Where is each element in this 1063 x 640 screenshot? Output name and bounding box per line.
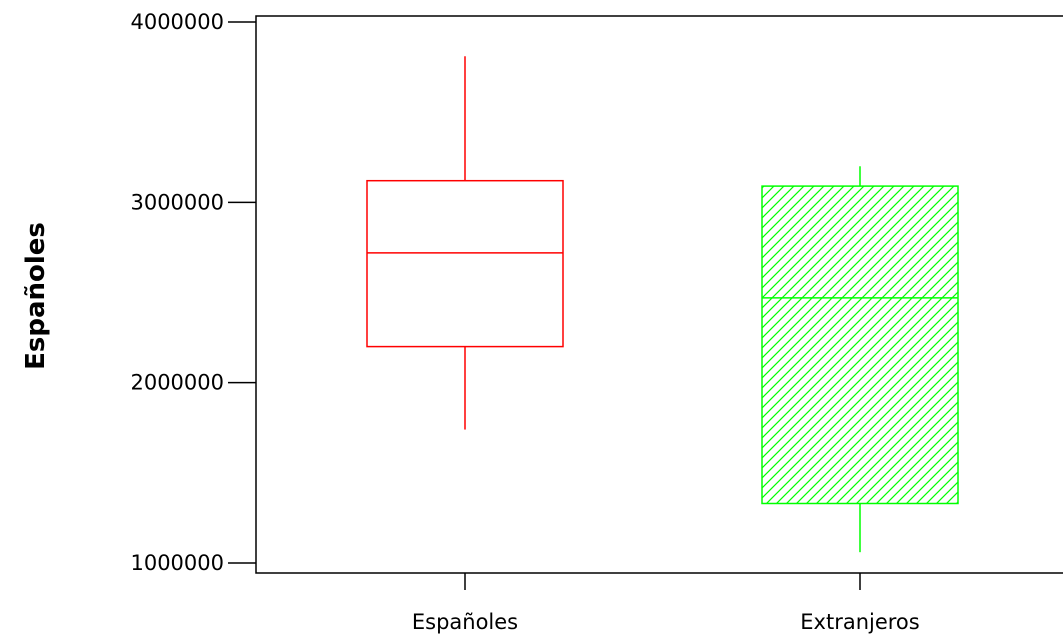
x-tick-label: Extranjeros	[800, 610, 919, 634]
box-series	[366, 56, 959, 553]
x-axis: Españoles Extranjeros	[412, 573, 920, 634]
y-axis-title: Españoles	[21, 222, 51, 370]
box-2	[761, 166, 959, 553]
box-body	[761, 185, 959, 505]
box-1	[366, 56, 564, 430]
x-tick-label: Españoles	[412, 610, 518, 634]
y-tick-label: 3000000	[130, 190, 224, 214]
y-axis: 1000000 2000000 3000000 4000000	[130, 10, 256, 575]
y-tick-label: 4000000	[130, 10, 224, 34]
plot-frame	[255, 15, 1063, 574]
y-tick-label: 1000000	[130, 551, 224, 575]
box-body	[366, 179, 564, 348]
y-tick-label: 2000000	[130, 371, 224, 395]
